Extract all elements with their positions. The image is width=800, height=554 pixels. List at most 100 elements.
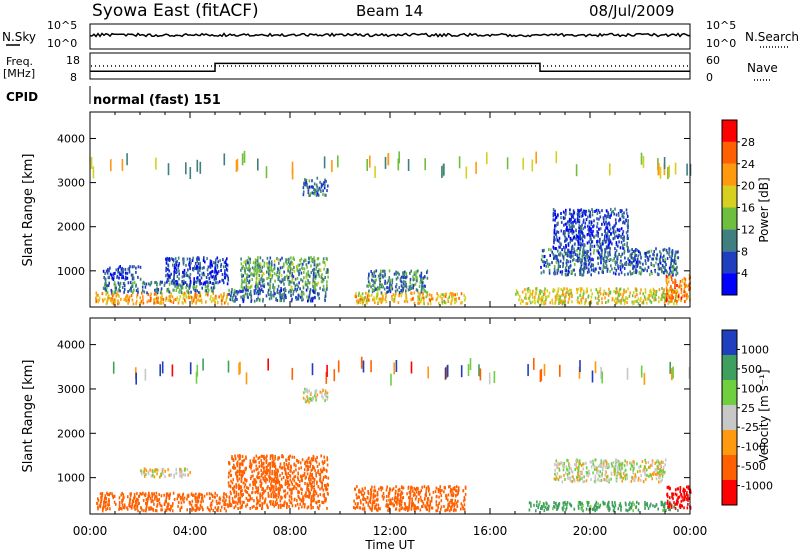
power-cell bbox=[316, 185, 318, 189]
power-cell bbox=[105, 282, 107, 286]
power-cell bbox=[299, 268, 301, 272]
velocity-cell bbox=[260, 454, 263, 458]
power-cell bbox=[220, 293, 222, 297]
velocity-cell bbox=[261, 454, 264, 458]
power-cell bbox=[675, 260, 677, 263]
velocity-cell bbox=[239, 457, 241, 460]
velocity-cell bbox=[104, 496, 106, 500]
power-cell bbox=[617, 212, 620, 215]
power-cell bbox=[533, 298, 536, 302]
power-cell bbox=[620, 259, 622, 263]
velocity-cell bbox=[278, 483, 281, 487]
power-cell bbox=[195, 296, 198, 299]
power-cell bbox=[534, 295, 536, 299]
power-cell bbox=[665, 296, 668, 300]
power-cell bbox=[297, 297, 299, 301]
velocity-cell bbox=[399, 504, 401, 508]
power-cell bbox=[191, 298, 193, 302]
power-cell bbox=[215, 296, 218, 300]
velocity-cell bbox=[170, 506, 172, 510]
power-cell bbox=[658, 267, 661, 271]
power-cell bbox=[581, 273, 583, 277]
power-cell bbox=[293, 258, 295, 261]
velocity-cell bbox=[255, 454, 258, 458]
power-cell bbox=[135, 270, 137, 274]
velocity-cell bbox=[272, 495, 275, 499]
velocity-cell bbox=[308, 456, 310, 460]
power-cell bbox=[222, 281, 225, 285]
power-cell bbox=[619, 265, 621, 269]
power-cell bbox=[247, 267, 249, 271]
power-cell bbox=[416, 276, 418, 280]
velocity-cell bbox=[437, 506, 439, 509]
power-cell bbox=[577, 256, 579, 260]
power-sparse-cell bbox=[663, 163, 666, 176]
power-cell bbox=[659, 250, 661, 254]
power-sparse-cell bbox=[110, 159, 112, 172]
power-cell bbox=[204, 260, 206, 264]
power-cell bbox=[305, 263, 308, 267]
power-cell bbox=[113, 298, 116, 302]
velocity-cell bbox=[274, 462, 276, 466]
power-cell bbox=[642, 299, 645, 303]
velocity-cell bbox=[122, 493, 125, 497]
power-cell bbox=[241, 275, 243, 279]
power-cell bbox=[627, 219, 629, 223]
velocity-cell bbox=[98, 504, 101, 508]
power-cell bbox=[245, 260, 247, 263]
power-cell bbox=[601, 233, 603, 237]
power-cell bbox=[570, 214, 573, 218]
power-cell bbox=[230, 290, 233, 294]
power-sparse-cell bbox=[506, 157, 509, 170]
power-cell bbox=[195, 301, 197, 305]
power-cell bbox=[199, 282, 201, 286]
velocity-cell bbox=[463, 499, 465, 503]
power-cell bbox=[273, 266, 276, 270]
power-cell bbox=[203, 281, 206, 285]
power-cell bbox=[577, 259, 579, 263]
velocity-cell bbox=[244, 489, 246, 493]
power-cell bbox=[384, 298, 387, 302]
power-cell bbox=[422, 292, 424, 296]
power-cell bbox=[260, 284, 262, 288]
velocity-cell bbox=[305, 464, 307, 468]
power-cell bbox=[183, 291, 186, 295]
velocity-cell bbox=[133, 493, 136, 496]
velocity-cell bbox=[238, 470, 240, 474]
velocity-cell bbox=[145, 498, 148, 502]
power-cell bbox=[260, 288, 263, 292]
power-cell bbox=[430, 297, 433, 301]
velocity-cell bbox=[326, 506, 328, 510]
velocity-cell bbox=[140, 469, 142, 473]
velocity-cell bbox=[232, 457, 234, 461]
velocity-cell bbox=[287, 466, 289, 470]
power-cell bbox=[596, 249, 598, 253]
power-cell bbox=[312, 285, 314, 288]
power-cell bbox=[108, 275, 110, 279]
velocity-cell bbox=[363, 508, 366, 512]
power-cell bbox=[184, 292, 187, 296]
power-cell bbox=[189, 264, 191, 268]
power-cell bbox=[436, 292, 438, 295]
power-cell bbox=[300, 295, 302, 299]
velocity-cell bbox=[289, 488, 291, 492]
power-cell bbox=[655, 293, 657, 297]
power-sparse-cell bbox=[659, 166, 662, 179]
power-cell bbox=[213, 270, 216, 274]
power-cell bbox=[129, 281, 132, 284]
power-cell bbox=[561, 270, 564, 274]
velocity-cell bbox=[160, 472, 163, 476]
power-cell bbox=[199, 279, 201, 283]
noise-left-tick-low: 10^0 bbox=[47, 37, 77, 50]
velocity-cell bbox=[146, 501, 148, 505]
power-cell bbox=[389, 288, 391, 292]
power-cell bbox=[102, 269, 105, 273]
velocity-cell bbox=[463, 503, 466, 507]
power-cell bbox=[288, 257, 290, 261]
power-cell bbox=[210, 260, 213, 264]
power-cell bbox=[602, 239, 604, 243]
power-cell bbox=[603, 259, 606, 263]
power-cell bbox=[526, 287, 529, 291]
power-cell bbox=[202, 271, 205, 275]
power-cell bbox=[266, 256, 269, 260]
